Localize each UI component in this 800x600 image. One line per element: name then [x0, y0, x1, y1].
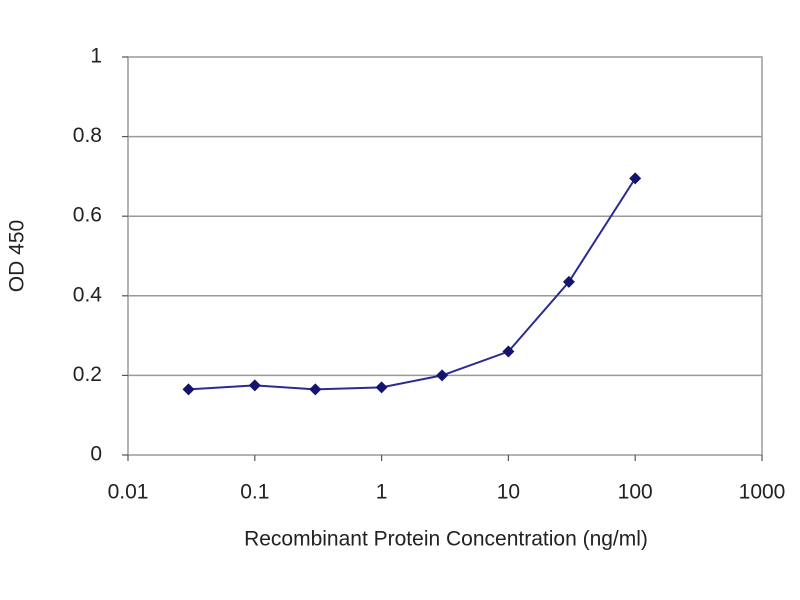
data-point: [562, 275, 575, 288]
x-tick-label: 0.01: [108, 481, 149, 504]
y-tick-label: 0.8: [73, 124, 102, 147]
data-point: [502, 345, 515, 358]
data-point: [375, 381, 388, 394]
plot-frame: [127, 56, 763, 456]
x-tick-label: 0.1: [240, 481, 269, 504]
data-line: [188, 177, 637, 391]
x-tick-label: 10: [497, 481, 520, 504]
y-tick-label: 1: [90, 45, 102, 68]
data-point: [436, 369, 449, 382]
y-tick-label: 0.6: [73, 204, 102, 227]
data-point: [629, 172, 642, 185]
y-axis-title: OD 450: [6, 220, 29, 292]
data-point: [182, 383, 195, 396]
data-point: [248, 379, 261, 392]
y-tick-label: 0: [90, 443, 102, 466]
y-tick-label: 0.2: [73, 363, 102, 386]
data-point: [309, 383, 322, 396]
x-tick-label: 1: [376, 481, 388, 504]
x-tick-label: 100: [618, 481, 653, 504]
y-tick-label: 0.4: [73, 283, 103, 306]
x-axis-title: Recombinant Protein Concentration (ng/ml…: [244, 528, 648, 551]
x-tick-label: 1000: [739, 481, 786, 504]
